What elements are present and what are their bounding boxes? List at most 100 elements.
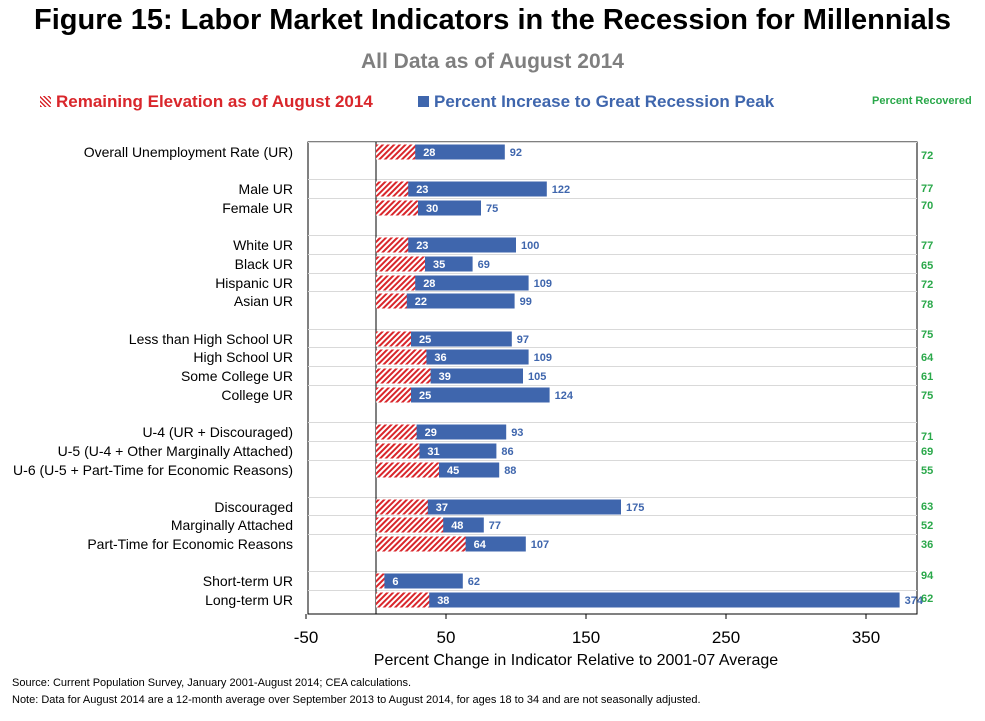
label-increase: 109 xyxy=(534,352,552,364)
legend-item-increase: Percent Increase to Great Recession Peak xyxy=(418,92,774,112)
category-label: Black UR xyxy=(235,256,293,272)
label-increase: 92 xyxy=(510,147,522,159)
label-remaining: 45 xyxy=(447,465,459,477)
x-tick-label: 350 xyxy=(852,628,880,647)
category-label: Hispanic UR xyxy=(215,275,293,291)
bar-remaining xyxy=(376,592,430,608)
bar-remaining xyxy=(376,424,417,440)
label-remaining: 23 xyxy=(416,184,428,196)
bar-increase xyxy=(376,573,463,589)
footnote-source: Source: Current Population Survey, Janua… xyxy=(12,677,412,689)
label-increase: 88 xyxy=(504,465,516,477)
legend-swatch-increase xyxy=(418,96,429,107)
label-remaining: 35 xyxy=(433,259,445,271)
label-recovered: 70 xyxy=(921,200,933,212)
category-label: Short-term UR xyxy=(203,573,293,589)
bar-remaining xyxy=(376,499,428,515)
label-recovered: 52 xyxy=(921,520,933,532)
bar-increase xyxy=(376,592,900,608)
category-label: U-4 (UR + Discouraged) xyxy=(142,424,293,440)
label-increase: 175 xyxy=(626,502,644,514)
category-label: Female UR xyxy=(222,200,293,216)
label-increase: 86 xyxy=(501,446,513,458)
category-label: U-5 (U-4 + Other Marginally Attached) xyxy=(58,443,293,459)
label-recovered: 36 xyxy=(921,539,933,551)
x-tick-label: 150 xyxy=(572,628,600,647)
label-increase: 109 xyxy=(534,278,552,290)
bar-remaining xyxy=(376,462,439,478)
label-increase: 99 xyxy=(520,296,532,308)
label-remaining: 38 xyxy=(437,595,449,607)
label-remaining: 64 xyxy=(474,539,487,551)
category-label: White UR xyxy=(233,237,293,253)
category-label: Asian UR xyxy=(234,293,293,309)
label-increase: 69 xyxy=(478,259,490,271)
legend-label-increase: Percent Increase to Great Recession Peak xyxy=(434,92,775,111)
category-label: Some College UR xyxy=(181,368,293,384)
label-remaining: 28 xyxy=(423,278,435,290)
label-remaining: 29 xyxy=(425,427,437,439)
label-increase: 124 xyxy=(555,390,574,402)
label-recovered: 65 xyxy=(921,260,933,272)
legend-item-remaining: Remaining Elevation as of August 2014 xyxy=(40,92,373,112)
label-recovered: 69 xyxy=(921,446,933,458)
label-increase: 97 xyxy=(517,334,529,346)
bar-remaining xyxy=(376,331,411,347)
bar-remaining xyxy=(376,200,418,216)
label-recovered: 75 xyxy=(921,390,933,402)
label-increase: 75 xyxy=(486,203,498,215)
chart-title: Figure 15: Labor Market Indicators in th… xyxy=(34,4,951,36)
label-increase: 122 xyxy=(552,184,570,196)
label-recovered: 71 xyxy=(921,431,933,443)
label-remaining: 22 xyxy=(415,296,427,308)
bar-increase xyxy=(376,181,547,197)
bar-increase xyxy=(376,237,516,253)
label-recovered: 55 xyxy=(921,465,933,477)
x-tick-label: -50 xyxy=(294,628,319,647)
label-recovered: 94 xyxy=(921,570,934,582)
category-label: High School UR xyxy=(193,349,293,365)
label-recovered: 72 xyxy=(921,279,933,291)
bar-remaining xyxy=(376,517,444,533)
label-remaining: 25 xyxy=(419,390,431,402)
category-label: Less than High School UR xyxy=(129,331,293,347)
bar-remaining xyxy=(376,573,385,589)
x-tick-label: 50 xyxy=(437,628,456,647)
label-recovered: 72 xyxy=(921,150,933,162)
category-label: College UR xyxy=(221,387,293,403)
label-remaining: 6 xyxy=(392,576,398,588)
label-increase: 62 xyxy=(468,576,480,588)
label-recovered: 78 xyxy=(921,299,933,311)
bar-remaining xyxy=(376,144,416,160)
bar-remaining xyxy=(376,387,411,403)
label-recovered: 77 xyxy=(921,240,933,252)
category-label: Overall Unemployment Rate (UR) xyxy=(84,144,293,160)
bar-remaining xyxy=(376,349,427,365)
label-recovered: 63 xyxy=(921,501,933,513)
legend-label-remaining: Remaining Elevation as of August 2014 xyxy=(56,92,373,111)
category-label: Part-Time for Economic Reasons xyxy=(87,536,293,552)
label-recovered: 61 xyxy=(921,371,933,383)
bar-remaining xyxy=(376,275,416,291)
label-recovered: 77 xyxy=(921,183,933,195)
label-increase: 77 xyxy=(489,520,501,532)
x-tick-label: 250 xyxy=(712,628,740,647)
category-label: U-6 (U-5 + Part-Time for Economic Reason… xyxy=(13,462,293,478)
bar-remaining xyxy=(376,368,431,384)
label-remaining: 25 xyxy=(419,334,431,346)
label-increase: 100 xyxy=(521,240,539,252)
label-remaining: 48 xyxy=(451,520,463,532)
label-remaining: 36 xyxy=(434,352,446,364)
label-remaining: 39 xyxy=(439,371,451,383)
recovered-column-header: Percent Recovered xyxy=(872,95,972,107)
x-axis-label: Percent Change in Indicator Relative to … xyxy=(374,652,779,669)
category-label: Long-term UR xyxy=(205,592,293,608)
bar-increase xyxy=(376,387,550,403)
bar-remaining xyxy=(376,293,407,309)
category-label: Discouraged xyxy=(214,499,293,515)
category-label: Male UR xyxy=(239,181,293,197)
bar-increase xyxy=(376,293,515,309)
legend-swatch-remaining xyxy=(40,96,51,107)
label-remaining: 31 xyxy=(427,446,439,458)
